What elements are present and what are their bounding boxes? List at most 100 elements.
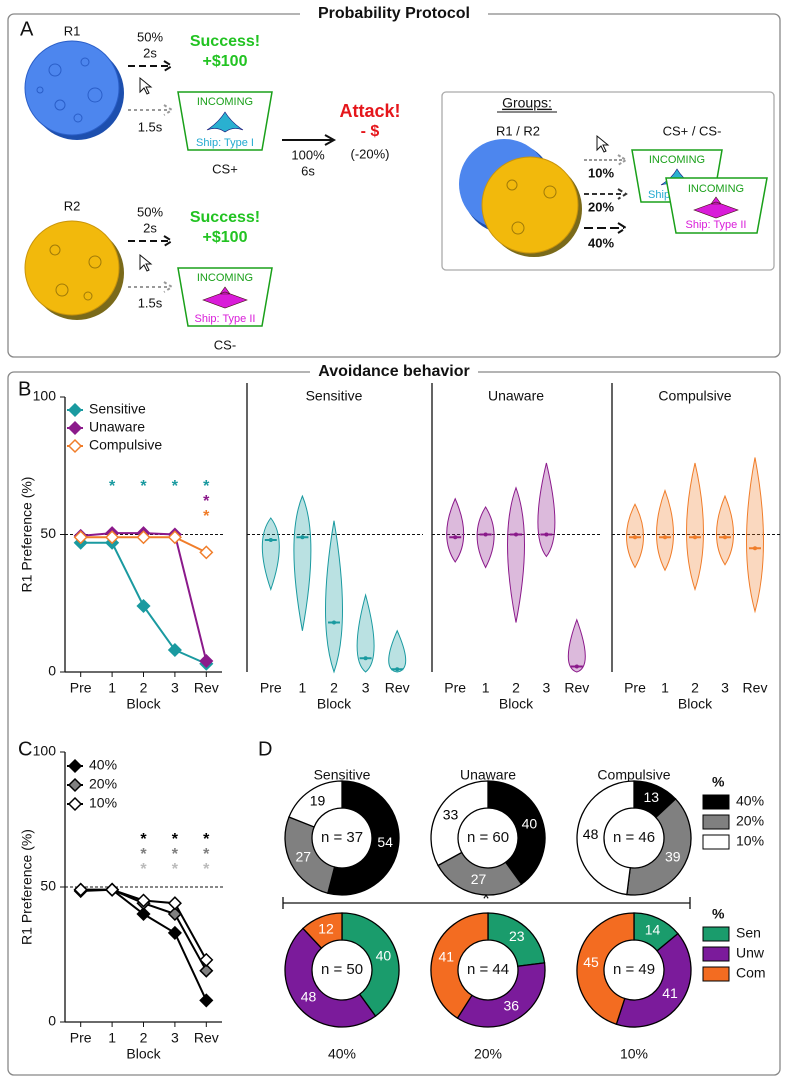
legend-label: 20% <box>89 776 117 792</box>
point <box>167 530 182 545</box>
delay: 1.5s <box>138 119 163 134</box>
y-tick-label: 0 <box>48 663 56 679</box>
donut-segment <box>615 932 692 1028</box>
arrow <box>584 154 628 166</box>
point <box>199 963 214 978</box>
x-tick-label: 2 <box>330 680 338 696</box>
point <box>136 906 151 922</box>
x-tick-label: 1 <box>299 680 307 696</box>
probability: 20% <box>588 199 614 214</box>
violin <box>746 457 764 614</box>
x-tick-label: Pre <box>624 680 646 696</box>
arrow <box>128 281 174 293</box>
amount: +$100 <box>203 53 248 70</box>
legend-label: Com <box>736 965 766 981</box>
x-tick-label: 2 <box>691 680 699 696</box>
donut-segment <box>284 927 377 1028</box>
delay: 1.5s <box>138 295 163 310</box>
x-tick-label: 3 <box>171 680 179 696</box>
chart-title: 10% <box>620 1046 648 1062</box>
point <box>136 893 151 908</box>
donut-segment <box>302 912 343 950</box>
segment-label: 12 <box>318 920 334 936</box>
x-tick-label: Rev <box>194 1030 219 1046</box>
significance-star: * <box>172 478 179 495</box>
violin <box>446 497 465 563</box>
segment-label: 33 <box>443 807 459 823</box>
groups-title: Groups: <box>502 95 552 111</box>
legend-marker <box>67 402 83 418</box>
outcome: Success! <box>190 33 260 50</box>
y-tick-label: 100 <box>33 743 57 759</box>
segment-label: 27 <box>471 871 487 887</box>
probability: 100% <box>291 147 325 162</box>
violin <box>567 618 586 673</box>
title-backdrop <box>300 4 488 24</box>
donut-segment <box>576 912 635 1026</box>
planet-r1 <box>24 40 124 140</box>
ship-label: Ship: Type II <box>686 219 747 231</box>
point <box>167 896 182 911</box>
segment-label: 23 <box>509 928 525 944</box>
significance-star: * <box>140 478 147 495</box>
significance-star: * <box>140 861 147 878</box>
legend-marker <box>67 796 83 812</box>
x-tick-label: Rev <box>743 680 768 696</box>
cue-text: INCOMING <box>197 96 253 108</box>
sample-size: n = 44 <box>467 961 509 978</box>
arrow <box>584 222 628 234</box>
x-tick-label: Pre <box>70 680 92 696</box>
segment-label: 54 <box>377 834 393 850</box>
donut-segment <box>327 780 400 896</box>
y-tick-label: 50 <box>40 878 56 894</box>
legend-label: Sen <box>736 925 761 941</box>
significance-star: * <box>203 508 210 525</box>
y-axis-label: R1 Preference (%) <box>19 829 35 945</box>
legend-label: 40% <box>89 757 117 773</box>
x-tick-label: Pre <box>260 680 282 696</box>
cursor-icon <box>596 134 610 153</box>
x-tick-label: 2 <box>140 1030 148 1046</box>
median-dot <box>753 546 757 551</box>
x-tick-label: 1 <box>108 1030 116 1046</box>
legend-label: 20% <box>736 813 764 829</box>
legend-label: 40% <box>736 793 764 809</box>
panel-label: C <box>18 738 32 760</box>
x-axis-label: Block <box>126 696 161 712</box>
legend-label: Compulsive <box>89 437 162 453</box>
donut-segment <box>626 798 692 896</box>
violin <box>356 593 375 673</box>
significance-star: * <box>109 478 116 495</box>
cue-text: INCOMING <box>688 183 744 195</box>
protocol-title: Probability Protocol <box>318 5 470 22</box>
violin <box>388 629 407 673</box>
x-tick-label: Pre <box>444 680 466 696</box>
chart-title: 20% <box>474 1046 502 1062</box>
x-axis-label: Block <box>317 696 352 712</box>
legend-swatch <box>702 834 730 850</box>
donut-segment <box>456 962 546 1028</box>
y-tick-label: 50 <box>40 525 56 541</box>
point <box>105 882 120 897</box>
planet-pair <box>459 139 582 257</box>
x-tick-label: 1 <box>108 680 116 696</box>
x-tick-label: 3 <box>362 680 370 696</box>
violin <box>537 462 556 558</box>
groups-frame <box>441 91 775 271</box>
sample-size: n = 60 <box>467 829 509 846</box>
legend-swatch <box>702 814 730 830</box>
panel-label: D <box>258 738 272 760</box>
legend-swatch <box>702 926 730 942</box>
ship-icon <box>693 196 739 219</box>
x-tick-label: 3 <box>721 680 729 696</box>
significance-star: * <box>203 846 210 863</box>
median-dot <box>483 532 488 537</box>
donut-segment <box>288 780 343 828</box>
violin <box>686 462 704 592</box>
outcome: Attack! <box>339 101 400 121</box>
legend-label: 10% <box>736 833 764 849</box>
significance-star: * <box>140 846 147 863</box>
donut-segment <box>430 912 489 1020</box>
legend-swatch <box>702 946 730 962</box>
panel-label: A <box>20 18 34 40</box>
